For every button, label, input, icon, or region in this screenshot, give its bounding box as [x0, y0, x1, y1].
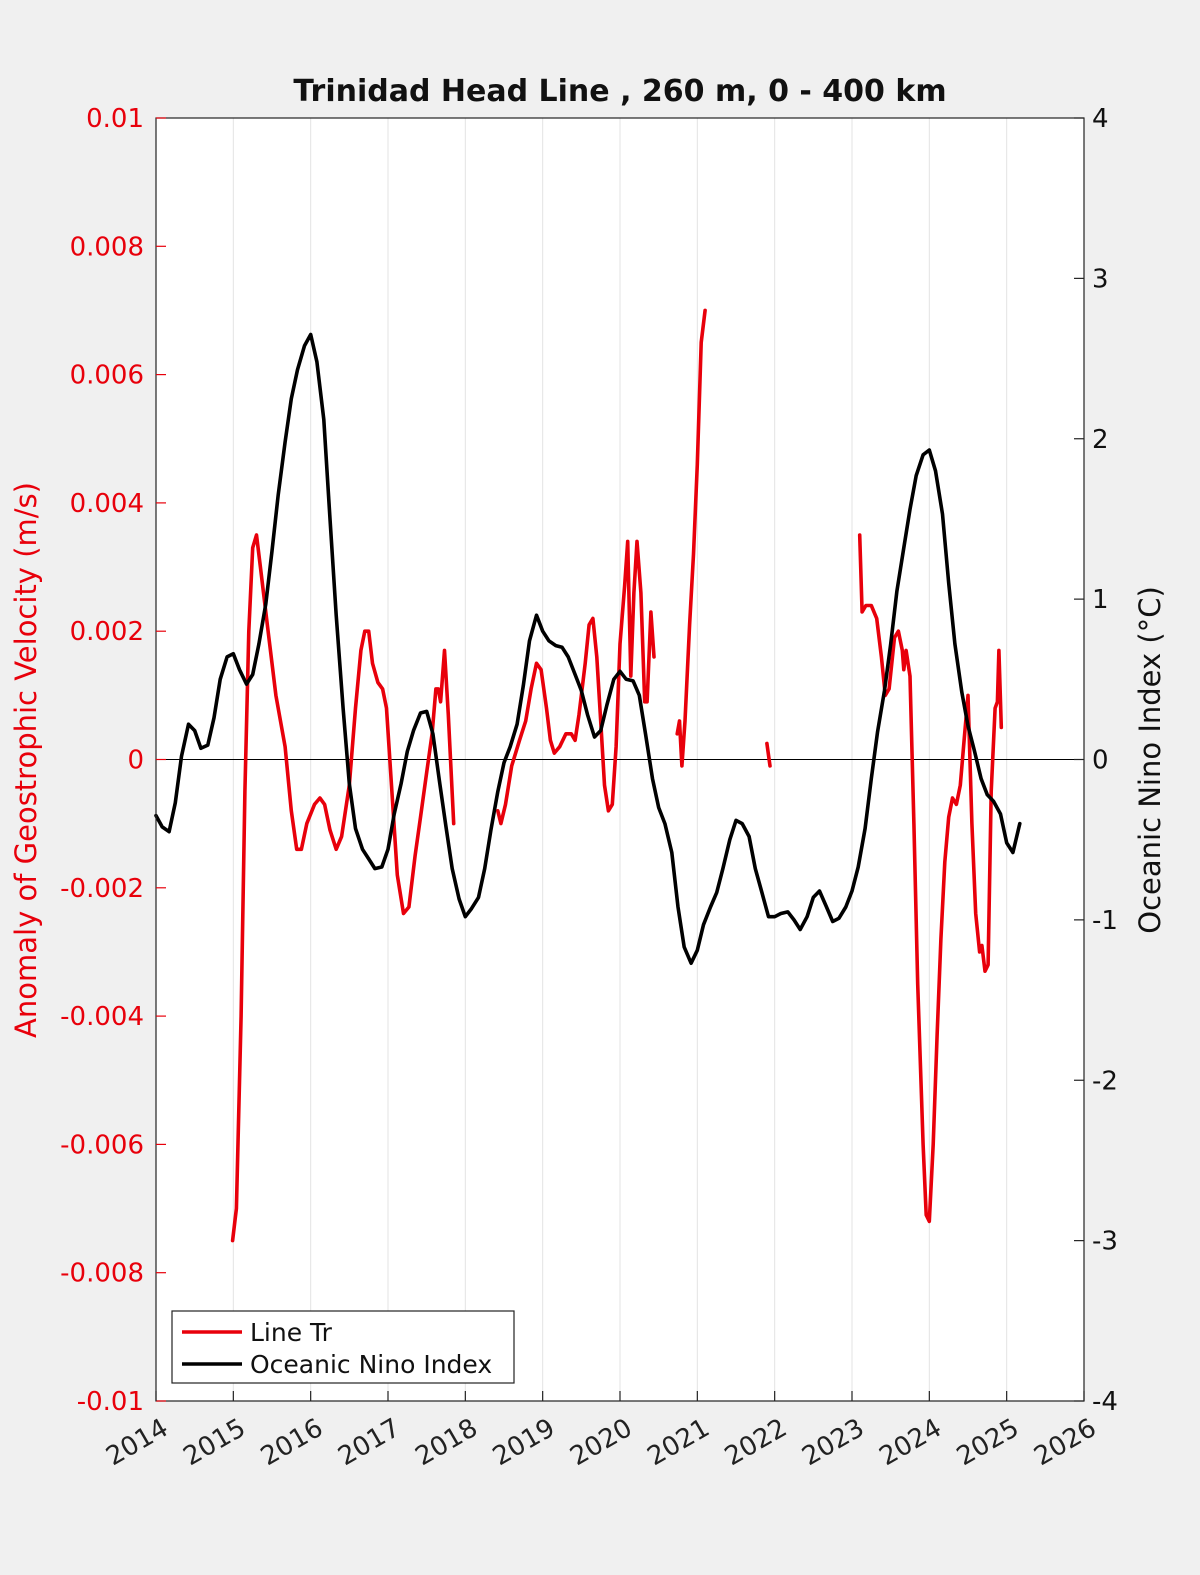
- left-tick-label: -0.01: [77, 1387, 144, 1417]
- series-line-tr-segment: [496, 539, 656, 826]
- left-tick-label: 0.008: [70, 232, 144, 262]
- left-tick-label: 0.01: [86, 104, 144, 134]
- right-axis: 4 3 2 1 0 -1 -2 -3 -4: [1074, 104, 1118, 1417]
- left-tick-label: -0.008: [60, 1259, 144, 1289]
- right-tick-label: 4: [1092, 104, 1109, 134]
- right-tick-label: -2: [1092, 1066, 1118, 1096]
- left-tick-label: 0.002: [70, 617, 144, 647]
- left-tick-label: -0.004: [60, 1002, 144, 1032]
- series-line-tr-segment: [765, 741, 772, 768]
- right-tick-label: 1: [1092, 585, 1109, 615]
- right-tick-label: -1: [1092, 906, 1118, 936]
- legend: Line Tr Oceanic Nino Index: [171, 1310, 515, 1384]
- legend-oni-label: Oceanic Nino Index: [250, 1350, 492, 1379]
- right-axis-label: Oceanic Nino Index (°C): [1133, 586, 1167, 934]
- left-tick-label: 0.006: [70, 361, 144, 391]
- series-layer: [154, 308, 1022, 1243]
- series-line-tr-segment: [675, 308, 707, 768]
- series-line-tr-segment: [230, 533, 456, 1243]
- right-tick-label: -4: [1092, 1387, 1118, 1417]
- left-axis: 0.01 0.008 0.006 0.004 0.002 0 -0.002 -0.004 -0.…: [60, 104, 166, 1417]
- right-tick-label: 2: [1092, 425, 1109, 455]
- series-oceanic-nino-index-segment: [154, 332, 1022, 965]
- series-line-tr-segment: [857, 533, 1004, 1224]
- left-tick-label: -0.006: [60, 1130, 144, 1160]
- left-tick-label: 0: [127, 746, 144, 776]
- legend-line-tr-label: Line Tr: [250, 1318, 333, 1347]
- chart-title: Trinidad Head Line , 260 m, 0 - 400 km: [293, 74, 946, 109]
- legend-box: [171, 1310, 515, 1384]
- left-axis-label: Anomaly of Geostrophic Velocity (m/s): [9, 482, 43, 1038]
- right-tick-label: 3: [1092, 264, 1109, 294]
- right-tick-label: 0: [1092, 746, 1109, 776]
- right-tick-label: -3: [1092, 1227, 1118, 1257]
- left-tick-label: -0.002: [60, 874, 144, 904]
- left-tick-label: 0.004: [70, 489, 144, 519]
